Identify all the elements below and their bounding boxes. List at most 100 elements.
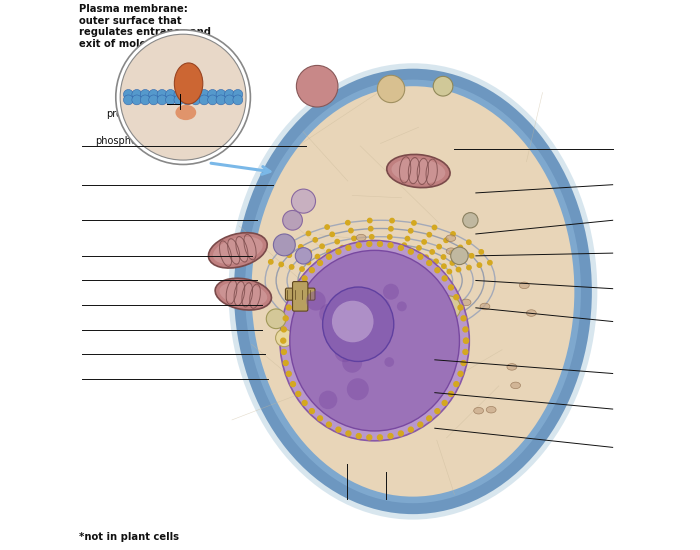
Circle shape (279, 262, 284, 267)
Circle shape (463, 213, 478, 228)
Circle shape (311, 367, 323, 380)
Circle shape (370, 235, 374, 239)
Circle shape (281, 327, 286, 332)
Circle shape (225, 90, 235, 100)
Circle shape (132, 90, 141, 100)
Circle shape (344, 251, 349, 256)
Ellipse shape (356, 234, 366, 241)
Circle shape (355, 243, 359, 247)
Circle shape (435, 268, 440, 273)
Circle shape (199, 90, 209, 100)
Circle shape (290, 239, 295, 244)
Circle shape (367, 435, 372, 440)
Circle shape (314, 263, 319, 268)
Ellipse shape (213, 236, 262, 264)
Circle shape (323, 259, 327, 263)
Circle shape (377, 241, 382, 246)
Circle shape (346, 221, 350, 225)
Circle shape (441, 255, 446, 259)
Circle shape (477, 263, 482, 267)
Circle shape (123, 95, 133, 105)
Circle shape (430, 250, 435, 254)
Circle shape (461, 361, 466, 365)
Ellipse shape (290, 250, 459, 431)
Circle shape (326, 254, 331, 259)
Circle shape (274, 234, 295, 256)
Circle shape (397, 301, 407, 311)
Circle shape (352, 236, 356, 241)
Circle shape (157, 95, 167, 105)
Circle shape (295, 248, 312, 264)
Circle shape (157, 90, 167, 100)
Ellipse shape (311, 350, 372, 356)
Circle shape (405, 236, 409, 241)
Ellipse shape (176, 105, 196, 120)
Circle shape (458, 371, 463, 376)
Circle shape (183, 90, 193, 100)
Circle shape (435, 409, 440, 414)
Circle shape (225, 95, 235, 105)
Circle shape (335, 239, 340, 244)
Circle shape (388, 235, 392, 239)
Ellipse shape (474, 408, 484, 414)
Circle shape (447, 270, 452, 274)
Circle shape (266, 309, 286, 329)
Circle shape (281, 338, 286, 343)
Circle shape (325, 225, 329, 229)
Circle shape (208, 90, 218, 100)
Circle shape (329, 344, 344, 359)
Circle shape (116, 30, 251, 164)
Circle shape (454, 295, 458, 300)
Circle shape (165, 95, 176, 105)
Text: protein: protein (106, 108, 141, 119)
Circle shape (336, 427, 341, 432)
Circle shape (284, 316, 288, 321)
Circle shape (326, 336, 336, 345)
Circle shape (123, 90, 133, 100)
Circle shape (132, 95, 141, 105)
Circle shape (174, 95, 184, 105)
Circle shape (318, 326, 332, 339)
FancyBboxPatch shape (125, 92, 241, 103)
Circle shape (356, 433, 361, 438)
Circle shape (191, 95, 201, 105)
Circle shape (290, 382, 295, 387)
Circle shape (283, 211, 302, 230)
Circle shape (346, 431, 351, 436)
Circle shape (424, 255, 428, 260)
FancyBboxPatch shape (286, 288, 315, 300)
Circle shape (442, 264, 446, 268)
Circle shape (296, 392, 301, 397)
Circle shape (467, 265, 471, 269)
Circle shape (369, 354, 380, 365)
Circle shape (289, 265, 294, 269)
Circle shape (216, 95, 226, 105)
Circle shape (297, 257, 301, 261)
Circle shape (191, 90, 201, 100)
Circle shape (309, 268, 314, 273)
Circle shape (276, 329, 293, 346)
Circle shape (460, 257, 464, 262)
Circle shape (454, 382, 458, 387)
Circle shape (442, 400, 447, 405)
Circle shape (427, 233, 431, 237)
Circle shape (356, 243, 361, 248)
Ellipse shape (312, 364, 372, 370)
Circle shape (418, 254, 423, 259)
Circle shape (313, 238, 317, 242)
Circle shape (412, 252, 416, 256)
Ellipse shape (209, 233, 267, 268)
Circle shape (463, 349, 468, 354)
Circle shape (318, 261, 323, 266)
Circle shape (346, 378, 369, 400)
Ellipse shape (219, 282, 267, 306)
Circle shape (433, 226, 437, 230)
Circle shape (300, 267, 304, 271)
Circle shape (140, 90, 150, 100)
Ellipse shape (310, 387, 373, 399)
Circle shape (318, 416, 323, 421)
Ellipse shape (215, 278, 272, 310)
Circle shape (416, 246, 421, 250)
Circle shape (330, 232, 335, 236)
Circle shape (368, 218, 372, 223)
